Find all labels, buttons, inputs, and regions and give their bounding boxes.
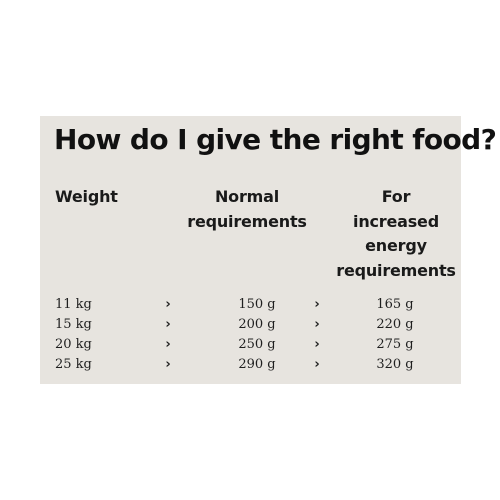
table-row: 20 kg › 250 g › 275 g bbox=[40, 335, 461, 355]
chevron-right-icon: › bbox=[165, 297, 171, 312]
feeding-guide-card: How do I give the right food? Weight Nor… bbox=[40, 116, 497, 384]
page-title: How do I give the right food? bbox=[54, 123, 497, 156]
weight-cell: 25 kg bbox=[55, 357, 92, 372]
normal-amount-cell: 200 g bbox=[238, 317, 276, 332]
column-header-increased-line-1: For bbox=[381, 187, 411, 206]
column-header-weight-label: Weight bbox=[55, 187, 118, 206]
chevron-right-icon: › bbox=[165, 357, 171, 372]
increased-amount-cell: 165 g bbox=[376, 297, 414, 312]
chevron-right-icon: › bbox=[314, 337, 320, 352]
table-row: 25 kg › 290 g › 320 g bbox=[40, 355, 461, 375]
table-row: 11 kg › 150 g › 165 g bbox=[40, 295, 461, 315]
weight-cell: 20 kg bbox=[55, 337, 92, 352]
column-header-normal-line-2: requirements bbox=[187, 211, 307, 231]
chevron-right-icon: › bbox=[314, 317, 320, 332]
column-header-normal-line-1: Normal bbox=[214, 187, 280, 206]
chevron-right-icon: › bbox=[165, 317, 171, 332]
increased-amount-cell: 320 g bbox=[376, 357, 414, 372]
chevron-right-icon: › bbox=[314, 297, 320, 312]
normal-amount-cell: 290 g bbox=[238, 357, 276, 372]
increased-amount-cell: 275 g bbox=[376, 337, 414, 352]
normal-amount-cell: 250 g bbox=[238, 337, 276, 352]
column-header-increased-line-4: requirements bbox=[336, 260, 456, 280]
column-header-increased-line-3: energy bbox=[365, 236, 427, 255]
increased-amount-cell: 220 g bbox=[376, 317, 414, 332]
feeding-table: 11 kg › 150 g › 165 g 15 kg › 200 g › 22… bbox=[40, 295, 461, 375]
weight-cell: 15 kg bbox=[55, 317, 92, 332]
table-row: 15 kg › 200 g › 220 g bbox=[40, 315, 461, 335]
column-header-increased-line-2: increased bbox=[353, 211, 439, 231]
column-header-normal-requirements: Normal requirements bbox=[180, 185, 314, 234]
chevron-right-icon: › bbox=[165, 337, 171, 352]
chevron-right-icon: › bbox=[314, 357, 320, 372]
column-header-increased-requirements: For increased energy requirements bbox=[334, 185, 458, 283]
normal-amount-cell: 150 g bbox=[238, 297, 276, 312]
column-header-weight: Weight bbox=[55, 185, 145, 210]
weight-cell: 11 kg bbox=[55, 297, 92, 312]
